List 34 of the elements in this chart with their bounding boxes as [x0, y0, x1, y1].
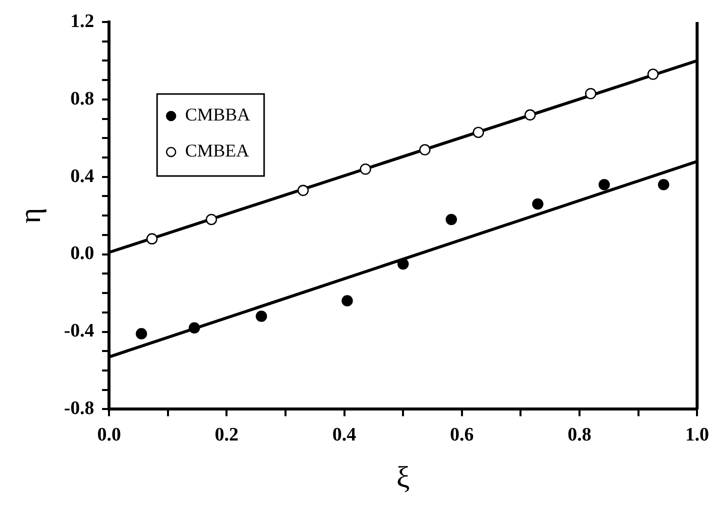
y-tick-label: -0.8 [64, 398, 94, 420]
y-tick-label: 0.0 [70, 243, 94, 264]
point [342, 295, 353, 306]
point [446, 214, 457, 226]
x-axis-title: ξ [396, 460, 410, 494]
x-tick-label: 0.4 [332, 424, 357, 446]
point [658, 178, 670, 190]
point [647, 68, 659, 80]
y-axis-title: η [14, 208, 47, 224]
y-tick-label: 1.2 [70, 10, 94, 32]
point [472, 126, 484, 138]
point [188, 322, 200, 334]
point [524, 109, 536, 121]
point [136, 328, 148, 340]
point [532, 198, 544, 210]
point [297, 184, 309, 196]
point [206, 214, 218, 226]
x-tick-label: 1.0 [685, 424, 709, 446]
x-tick-label: 0.6 [450, 424, 474, 446]
y-tick-label: 0.8 [70, 88, 94, 110]
legend-label: CMBBA [185, 104, 250, 125]
point [360, 163, 372, 175]
y-tick-label: 0.4 [70, 166, 95, 187]
y-tick-label: -0.4 [64, 320, 95, 342]
point [256, 310, 268, 322]
x-tick-label: 0.2 [214, 424, 239, 446]
x-tick-label: 0.0 [97, 424, 121, 446]
legend-label: CMBEA [185, 140, 250, 161]
point [598, 178, 610, 190]
point [585, 88, 596, 100]
x-tick-label: 0.8 [568, 424, 592, 446]
point [397, 258, 409, 270]
point [146, 233, 158, 244]
point [419, 144, 431, 156]
